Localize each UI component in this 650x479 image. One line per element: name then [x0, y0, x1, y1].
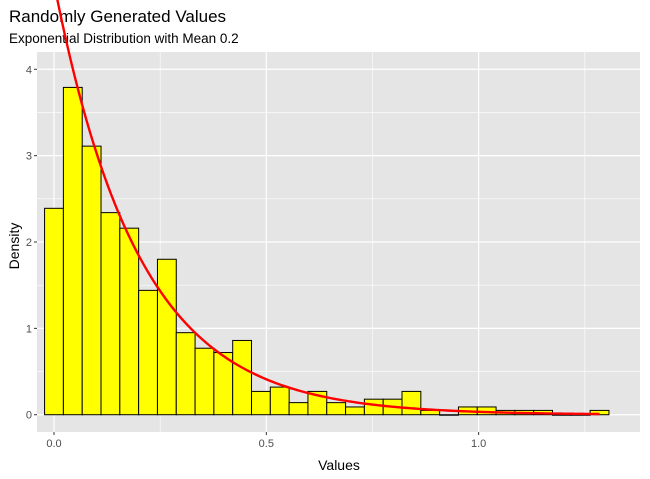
y-tick-label: 3 — [26, 151, 32, 163]
x-tick-label: 0.5 — [259, 438, 274, 450]
y-tick-label: 4 — [26, 64, 32, 76]
x-axis-ticks: 0.0 0.5 1.0 — [46, 432, 486, 450]
x-tick-label: 0.0 — [46, 438, 61, 450]
y-axis-ticks: 0 1 2 3 4 — [26, 64, 37, 422]
histogram-bar — [251, 390, 271, 416]
y-tick-label: 1 — [26, 323, 32, 335]
histogram-bar — [589, 409, 610, 416]
x-tick-label: 1.0 — [471, 438, 486, 450]
histogram-bar — [439, 414, 459, 416]
histogram-bar — [194, 347, 215, 416]
histogram-bar — [62, 86, 83, 416]
y-tick-label: 0 — [26, 410, 32, 422]
y-tick-label: 2 — [26, 237, 32, 249]
histogram-bar — [213, 352, 234, 416]
histogram-bar — [100, 212, 121, 416]
histogram-bar — [44, 207, 64, 416]
y-axis-label: Density — [6, 223, 22, 270]
chart-subtitle: Exponential Distribution with Mean 0.2 — [9, 31, 239, 46]
histogram-bar — [326, 402, 347, 416]
density-curve — [56, 0, 600, 416]
histogram-bar — [119, 227, 140, 416]
histogram-bar — [288, 402, 309, 416]
histogram-bar — [81, 145, 102, 416]
histogram-bar — [363, 398, 384, 416]
histogram-bar — [345, 406, 365, 416]
histogram-bar — [401, 390, 422, 416]
histogram-bar — [175, 332, 196, 416]
histogram-bar — [138, 289, 158, 416]
x-axis-label: Values — [318, 457, 360, 473]
chart-title: Randomly Generated Values — [9, 7, 226, 26]
histogram-bar — [269, 386, 290, 416]
histogram-bar — [156, 258, 177, 416]
histogram-bar — [232, 339, 253, 416]
